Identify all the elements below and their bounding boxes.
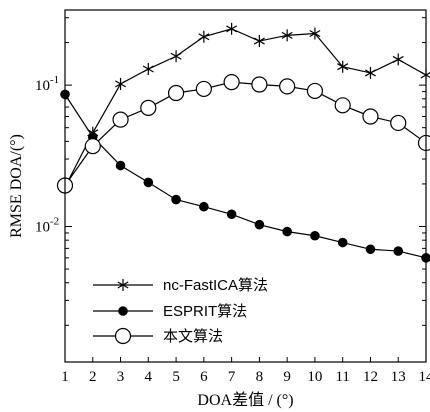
x-tick-label: 7 [228, 369, 236, 385]
data-point [251, 76, 268, 93]
data-point [112, 111, 129, 128]
data-point [337, 237, 348, 248]
data-point [306, 82, 324, 100]
data-point [170, 50, 182, 63]
legend: nc-FastICA算法 ESPRIT算法 本文算法 [93, 276, 268, 345]
data-point [254, 219, 265, 230]
x-tick-label: 2 [89, 369, 97, 385]
legend-label-nc-fastica: nc-FastICA算法 [163, 276, 268, 294]
data-point [393, 246, 404, 256]
data-point [171, 194, 181, 205]
data-point [142, 63, 154, 76]
data-point [310, 230, 320, 241]
data-point [282, 226, 292, 237]
data-point [198, 30, 210, 43]
legend-sample-nc-fastica [93, 279, 153, 291]
data-point [226, 209, 237, 220]
data-point [365, 244, 376, 255]
data-point [223, 74, 240, 91]
series-0 [59, 22, 430, 194]
data-point [253, 35, 265, 48]
data-point [115, 160, 126, 171]
y-tick-labels: 10-2 10-1 [35, 74, 59, 235]
x-tick-label: 4 [145, 369, 153, 385]
data-point [195, 80, 212, 98]
series-2 [56, 74, 430, 194]
data-point [279, 78, 296, 95]
data-point [392, 53, 404, 66]
x-tick-label: 3 [117, 369, 125, 385]
series-1 [60, 89, 430, 263]
data-point [84, 138, 101, 155]
y-tick-label: 10-1 [35, 74, 59, 94]
legend-entry-proposed: 本文算法 [93, 327, 223, 345]
data-point [390, 114, 407, 132]
plot-frame [64, 9, 427, 363]
data-point [140, 99, 157, 117]
x-tick-label: 13 [391, 369, 406, 385]
x-tick-label: 1 [61, 369, 69, 385]
series-layer [56, 22, 430, 263]
x-tick-label: 12 [363, 369, 378, 385]
legend-sample-esprit [93, 306, 153, 316]
x-tick-label: 14 [419, 369, 430, 385]
data-point [337, 60, 349, 73]
legend-sample-proposed [93, 327, 153, 345]
legend-entry-nc-fastica: nc-FastICA算法 [93, 276, 268, 294]
data-point [334, 97, 351, 114]
legend-marker [114, 327, 132, 345]
x-tick-labels: 1 2 3 4 5 6 7 8 9 10 11 12 13 14 [61, 369, 430, 385]
legend-entry-esprit: ESPRIT算法 [93, 302, 247, 320]
y-axis-label: RMSE DOA/(°) [8, 134, 25, 238]
data-point [115, 77, 127, 90]
x-tick-label: 11 [335, 369, 349, 385]
x-tick-label: 6 [200, 369, 208, 385]
data-point [281, 29, 293, 42]
x-tick-label: 10 [307, 369, 322, 385]
data-point [226, 22, 238, 35]
legend-label-proposed: 本文算法 [163, 327, 223, 345]
data-point [167, 84, 185, 102]
data-point [362, 108, 379, 125]
data-point [309, 27, 321, 40]
data-point [143, 177, 154, 188]
x-axis-label: DOA差值 / (°) [197, 391, 293, 409]
x-tick-label: 5 [172, 369, 180, 385]
legend-label-esprit: ESPRIT算法 [163, 302, 247, 320]
x-tick-label: 9 [283, 369, 291, 385]
x-tick-label: 8 [256, 369, 264, 385]
legend-marker [117, 279, 129, 291]
y-tick-label: 10-2 [35, 215, 59, 235]
legend-marker [118, 306, 128, 316]
data-point [199, 201, 209, 212]
data-point [417, 134, 430, 152]
data-point [364, 66, 376, 79]
